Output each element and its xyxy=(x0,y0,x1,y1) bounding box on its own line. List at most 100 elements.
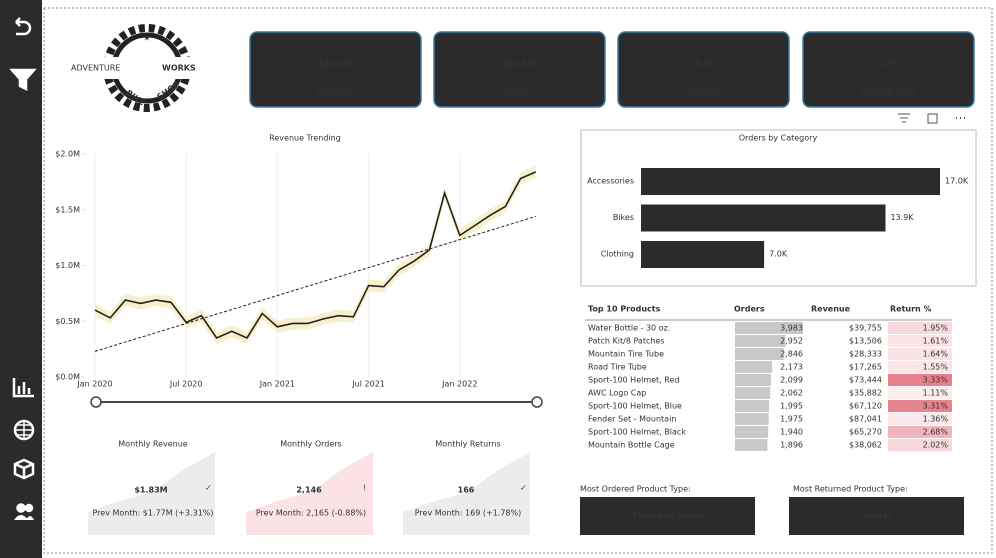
product-name: Mountain Bottle Cage xyxy=(588,441,675,450)
card-previous: Prev Month: $1.77M (+3.31%) xyxy=(92,509,213,518)
card-indicator: ! xyxy=(363,484,366,493)
kpi-value: 2.2% xyxy=(877,60,899,69)
return-cell xyxy=(888,348,952,360)
product-icon[interactable] xyxy=(13,458,35,480)
return-cell xyxy=(888,400,952,412)
product-name: Sport-100 Helmet, Blue xyxy=(588,402,682,411)
chart-title: Orders by Category xyxy=(739,134,818,143)
return-rate: 3.31% xyxy=(923,402,949,411)
sidebar xyxy=(0,0,42,558)
return-rate: 1.55% xyxy=(923,363,949,372)
value-label: 13.9K xyxy=(890,213,914,222)
orders: 1,995 xyxy=(780,402,803,411)
orders: 2,062 xyxy=(780,389,803,398)
card-value: 2,146 xyxy=(296,486,322,495)
card-title: Monthly Orders xyxy=(280,440,341,449)
report-icon[interactable] xyxy=(12,378,34,398)
product-name: Patch Kit/8 Patches xyxy=(588,337,665,346)
brand: ADVENTURE xyxy=(71,64,120,73)
card-indicator: ✓ xyxy=(205,484,212,493)
category-label: Accessories xyxy=(587,177,634,186)
product-type-box xyxy=(580,497,755,535)
kpi-value: 25.2K xyxy=(690,60,717,69)
kpi-value: $24.9M xyxy=(318,60,351,69)
category-label: Clothing xyxy=(601,250,634,259)
slider-handle[interactable] xyxy=(531,396,543,408)
return-rate: 1.11% xyxy=(923,389,949,398)
orders-data-bar xyxy=(735,387,771,399)
sparkline-bg xyxy=(246,452,373,535)
product-type-value: Tires and Tubes xyxy=(633,512,704,521)
card-previous: Prev Month: 169 (+1.78%) xyxy=(415,509,521,518)
card-indicator: ✓ xyxy=(520,484,527,493)
brand-bold: WORKS xyxy=(162,64,196,73)
product-name: Sport-100 Helmet, Black xyxy=(588,428,686,437)
revenue: $87,041 xyxy=(849,415,882,424)
card-title: Monthly Returns xyxy=(435,440,500,449)
return-cell xyxy=(888,439,952,451)
line-series xyxy=(94,171,537,339)
revenue: $73,444 xyxy=(849,376,882,385)
product-name: Road Tire Tube xyxy=(588,363,647,372)
orders: 2,846 xyxy=(780,350,803,359)
product-type-label: Most Ordered Product Type: xyxy=(580,485,691,494)
value-label: 7.0K xyxy=(769,250,788,259)
product-type-value: Shorts xyxy=(862,512,892,521)
orders: 1,975 xyxy=(780,415,803,424)
sparkline-bg xyxy=(403,452,530,535)
sidebar-icons xyxy=(9,17,37,520)
x-tick-label: Jan 2020 xyxy=(76,380,112,389)
y-tick-label: $1.5M xyxy=(55,205,80,214)
x-tick-label: Jul 2021 xyxy=(351,380,385,389)
kpi-label: REVENUE xyxy=(316,89,354,98)
trend-line xyxy=(94,215,536,352)
column-header: Revenue xyxy=(811,305,851,314)
bar xyxy=(641,204,886,232)
orders-data-bar xyxy=(735,400,770,412)
visual-header-icons xyxy=(898,113,965,124)
return-cell xyxy=(888,335,952,347)
back-icon[interactable] xyxy=(15,17,32,36)
filter-icon[interactable] xyxy=(9,68,37,92)
customers-icon[interactable] xyxy=(16,503,26,513)
x-tick-label: Jan 2022 xyxy=(441,380,477,389)
sparkline-bg xyxy=(88,452,215,535)
orders-data-bar xyxy=(735,322,803,334)
x-tick-label: Jul 2020 xyxy=(169,380,203,389)
column-header: Top 10 Products xyxy=(588,305,661,314)
card-value: 166 xyxy=(458,486,475,495)
card-title: Monthly Revenue xyxy=(118,440,187,449)
kpi-card xyxy=(617,31,790,108)
return-rate: 3.33% xyxy=(923,376,949,385)
revenue: $13,506 xyxy=(849,337,882,346)
orders: 1,940 xyxy=(780,428,803,437)
value-label: 17.0K xyxy=(945,177,969,186)
return-rate: 1.64% xyxy=(923,350,949,359)
column-header: Return % xyxy=(890,305,932,314)
product-type-label: Most Returned Product Type: xyxy=(793,485,908,494)
return-cell xyxy=(888,361,952,373)
revenue: $17,265 xyxy=(849,363,882,372)
kpi-label: PROFIT xyxy=(505,89,534,98)
svg-text:★: ★ xyxy=(143,34,150,43)
orders-data-bar xyxy=(735,439,768,451)
kpi-card xyxy=(802,31,975,108)
orders-data-bar xyxy=(735,361,773,373)
revenue: $28,333 xyxy=(849,350,882,359)
return-rate: 1.61% xyxy=(923,337,949,346)
return-rate: 1.36% xyxy=(923,415,949,424)
orders: 2,952 xyxy=(780,337,803,346)
column-header: Orders xyxy=(734,305,765,314)
revenue: $39,755 xyxy=(849,324,882,333)
canvas-border xyxy=(43,7,993,554)
kpi-label: ORDERS xyxy=(686,89,720,98)
x-tick-label: Jan 2021 xyxy=(259,380,295,389)
product-name: Sport-100 Helmet, Red xyxy=(588,376,679,385)
kpi-value: $10.5M xyxy=(502,60,535,69)
kpi-label: RETURN RATE xyxy=(860,89,915,98)
slider-handle[interactable] xyxy=(90,396,102,408)
orders-data-bar xyxy=(735,413,769,425)
product-name: Water Bottle - 30 oz. xyxy=(588,324,670,333)
revenue: $67,120 xyxy=(849,402,882,411)
return-cell xyxy=(888,374,952,386)
